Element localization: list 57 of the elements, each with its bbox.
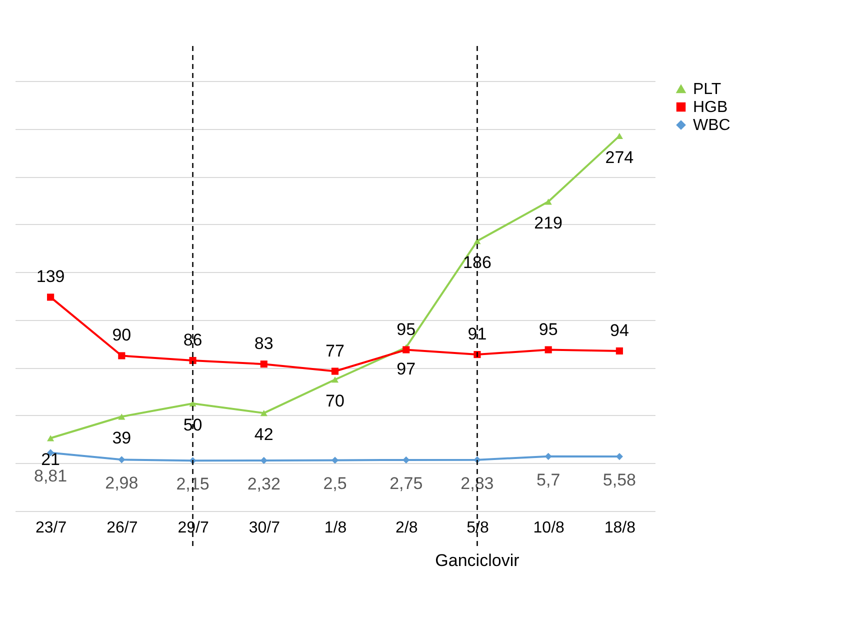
data-label: 2,15 [176,474,210,494]
point [616,132,623,140]
x-tick-label: 2/8 [395,520,418,536]
data-label: 94 [610,320,629,340]
point [331,456,339,464]
point [616,347,623,354]
x-tick-label: 30/7 [248,520,280,536]
x-tick-label: 10/8 [533,520,565,536]
data-label: 95 [538,320,558,339]
point [118,414,126,420]
x-tick-label: 18/8 [604,520,636,536]
point [118,352,126,360]
point [402,456,410,464]
point [331,376,339,383]
x-tick-label: 5/8 [466,520,489,536]
x-tick-label: 26/7 [106,520,138,536]
data-label: 274 [605,148,634,167]
point [260,360,268,368]
point [331,368,339,375]
point [189,356,196,364]
data-label: 91 [468,324,487,344]
point [260,456,268,464]
point [47,294,54,301]
data-label: 83 [254,334,274,354]
data-label: 139 [36,267,65,286]
data-label: 42 [254,425,274,444]
point [260,410,268,416]
data-label: 2,32 [247,474,280,494]
data-label: 70 [326,392,344,411]
data-label: 95 [396,320,416,339]
x-tick-label: 1/8 [324,520,347,536]
data-label: 2,98 [105,474,138,493]
legend-label: WBC [693,117,730,134]
data-label: 77 [326,341,344,360]
data-label: 5,58 [602,470,636,490]
ref-line-label: Ganciclovir [435,551,520,570]
data-label: 86 [183,330,202,350]
data-label: 5,7 [536,470,560,490]
x-tick-label: 29/7 [178,520,209,536]
data-label: 219 [534,214,563,233]
data-label: 2,83 [460,474,494,493]
data-label: 8,81 [34,466,68,486]
data-label: 2,5 [323,474,347,494]
point [47,435,54,442]
point [118,456,126,464]
data-label: 50 [183,416,202,434]
data-label: 97 [396,359,416,378]
x-tick-label: 23/7 [35,520,67,536]
data-label: 2,75 [390,474,423,493]
data-label: 21 [41,450,60,470]
point [544,452,552,460]
point [544,346,552,354]
legend-label: HGB [693,99,728,116]
data-label: 90 [112,326,132,345]
point [544,198,552,205]
legend-label: PLT [693,81,722,98]
data-label: 39 [112,428,132,448]
